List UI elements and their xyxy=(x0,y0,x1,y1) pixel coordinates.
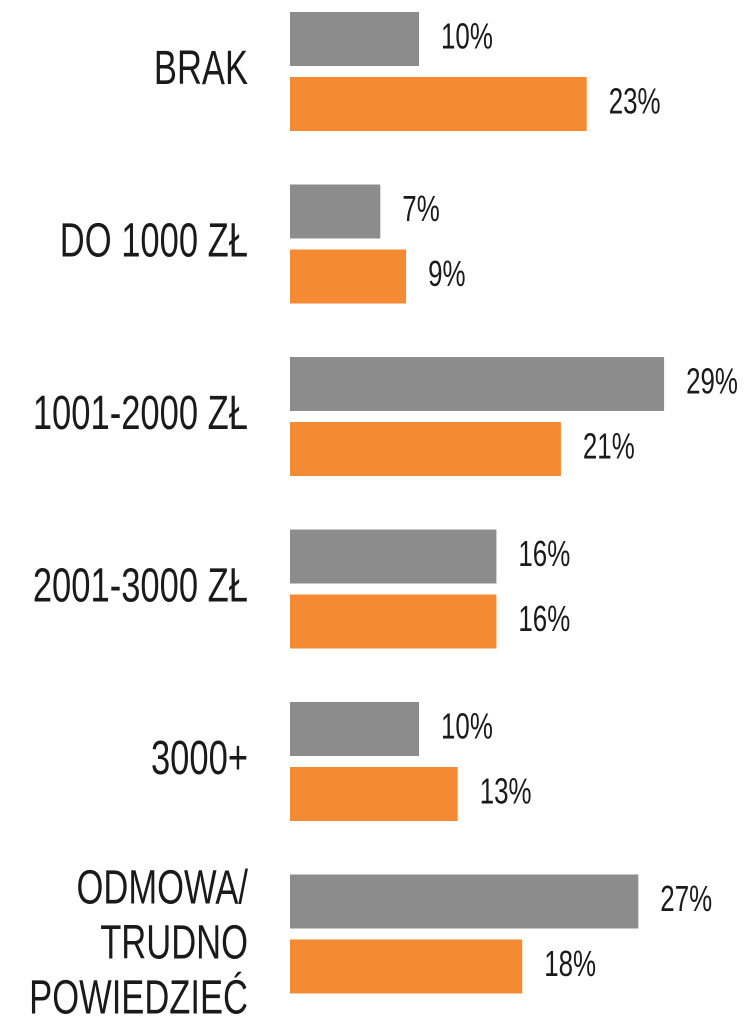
value-label: 18% xyxy=(544,944,596,984)
value-label-group: 13% xyxy=(480,771,532,811)
value-label: 29% xyxy=(686,361,738,401)
value-label-group: 16% xyxy=(518,599,570,639)
category-label-group: DO 1000 ZŁ xyxy=(60,213,248,267)
value-label: 21% xyxy=(583,426,635,466)
value-label: 16% xyxy=(518,534,570,574)
bar xyxy=(290,939,523,994)
value-label-group: 10% xyxy=(441,16,493,56)
bar xyxy=(290,184,381,239)
bar xyxy=(290,767,458,821)
bar xyxy=(290,594,497,649)
value-label-group: 18% xyxy=(544,944,596,984)
bar xyxy=(290,422,561,476)
bar xyxy=(290,529,497,584)
bar xyxy=(290,77,587,131)
category-label: BRAK xyxy=(154,41,248,95)
category-label-group: BRAK xyxy=(154,41,248,95)
bar xyxy=(290,249,407,304)
value-label-group: 9% xyxy=(428,254,465,294)
value-label: 10% xyxy=(441,16,493,56)
category-label-group: 3000+ xyxy=(151,731,248,785)
category-label: ODMOWA/TRUDNO POWIEDZIEĆ xyxy=(29,860,248,1016)
value-label: 27% xyxy=(660,879,712,919)
bar xyxy=(290,874,639,929)
value-label-group: 23% xyxy=(609,81,661,121)
bar xyxy=(290,357,665,411)
value-label: 23% xyxy=(609,81,661,121)
category-label-group: 2001-3000 ZŁ xyxy=(33,558,248,612)
value-label: 16% xyxy=(518,599,570,639)
category-label: DO 1000 ZŁ xyxy=(60,213,248,267)
value-label: 9% xyxy=(428,254,465,294)
value-label: 7% xyxy=(402,189,439,229)
value-label: 13% xyxy=(480,771,532,811)
value-label-group: 27% xyxy=(660,879,712,919)
category-label: 3000+ xyxy=(151,731,248,785)
category-label-group: 1001-2000 ZŁ xyxy=(33,386,248,440)
value-label-group: 7% xyxy=(402,189,439,229)
category-label-group: ODMOWA/TRUDNO POWIEDZIEĆ xyxy=(29,860,248,1016)
category-label: 2001-3000 ZŁ xyxy=(33,558,248,612)
bar xyxy=(290,702,419,756)
value-label-group: 29% xyxy=(686,361,738,401)
value-label-group: 21% xyxy=(583,426,635,466)
bar xyxy=(290,12,419,66)
value-label-group: 10% xyxy=(441,706,493,746)
value-label-group: 16% xyxy=(518,534,570,574)
value-label: 10% xyxy=(441,706,493,746)
category-label: 1001-2000 ZŁ xyxy=(33,386,248,440)
